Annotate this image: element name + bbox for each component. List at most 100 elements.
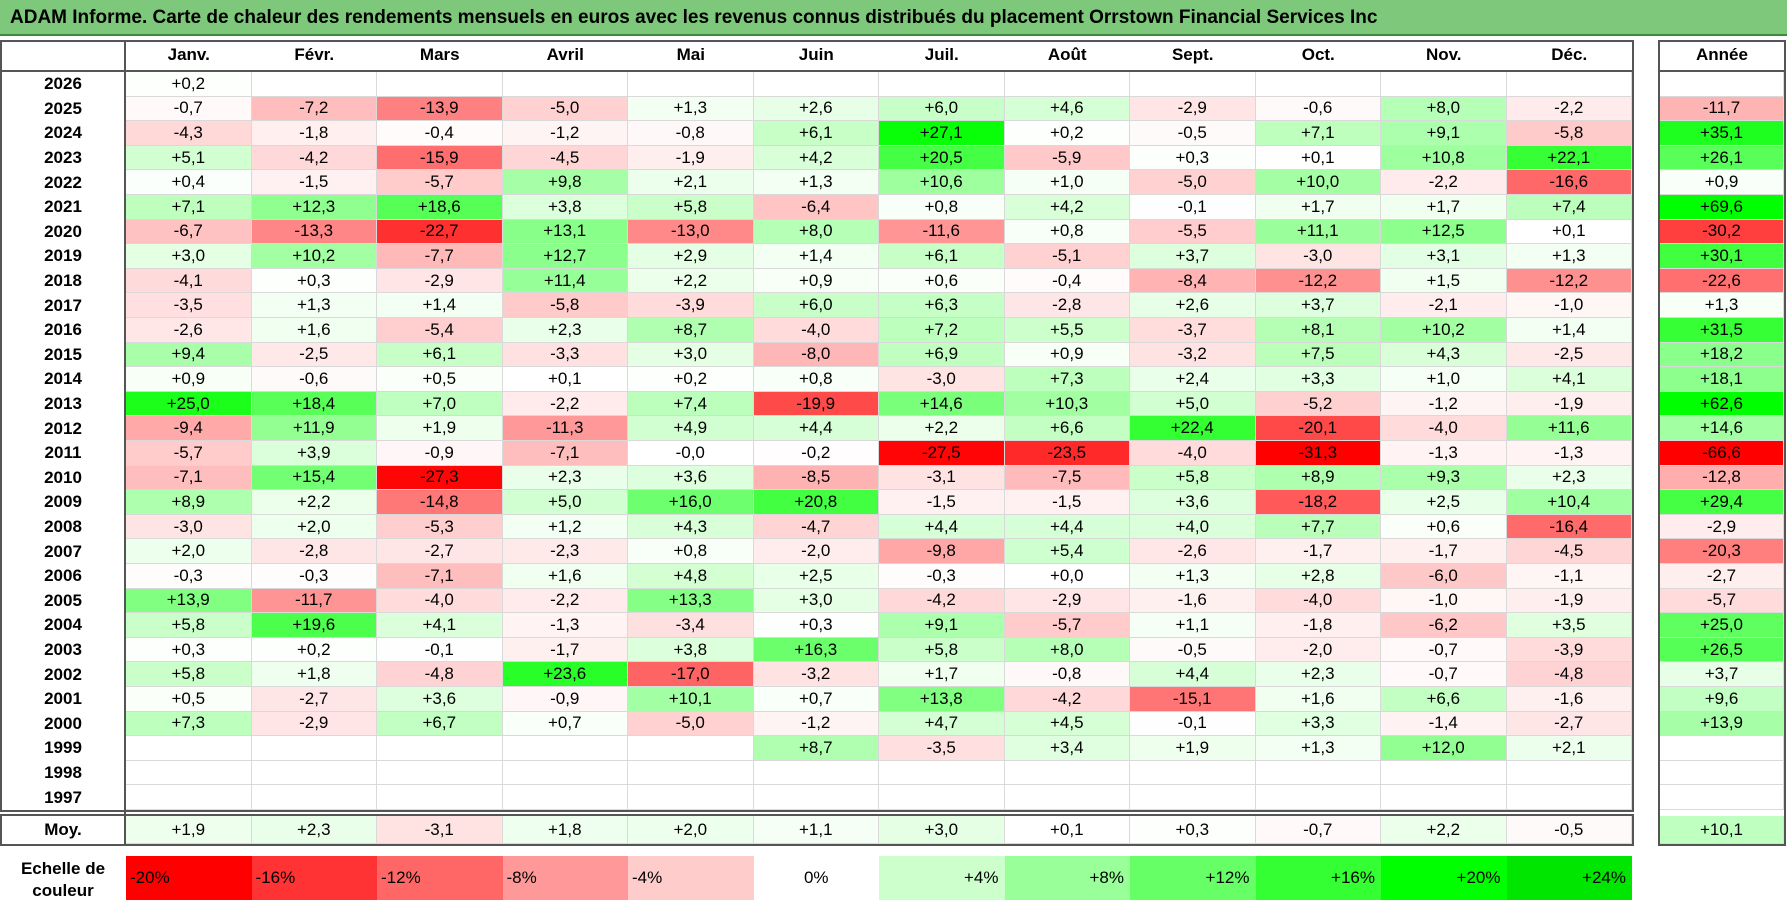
annual-cell: +9,6: [1660, 687, 1784, 712]
color-scale-swatch: +16%: [1255, 856, 1381, 900]
color-scale-label-line2: couleur: [32, 881, 94, 900]
heatmap-cell: +3,6: [628, 465, 754, 491]
heatmap-cell: -0,9: [502, 687, 628, 712]
heatmap-cell: +0,4: [126, 170, 252, 195]
heatmap-cell: +1,3: [1130, 564, 1256, 589]
heatmap-cell: [1381, 760, 1507, 786]
heatmap-cell: -0,5: [1130, 121, 1256, 146]
heatmap-cell: +1,6: [502, 564, 628, 589]
heatmap-cell: +4,3: [628, 514, 754, 540]
year-label: 2020: [44, 221, 82, 241]
average-cell: +1,9: [126, 816, 252, 844]
heatmap-cell: +5,4: [1004, 539, 1130, 564]
color-scale-swatch: -16%: [251, 856, 377, 900]
year-label: 2022: [44, 172, 82, 192]
heatmap-cell: +8,7: [753, 736, 879, 761]
heatmap-cell: +5,5: [1004, 318, 1130, 343]
heatmap-cell: [628, 760, 754, 786]
heatmap-cell: +4,8: [628, 564, 754, 589]
year-label: 1997: [44, 787, 82, 807]
month-header: Mai: [676, 45, 705, 64]
annual-cell: +30,1: [1660, 244, 1784, 269]
heatmap-cell: +4,5: [1004, 711, 1130, 737]
year-label: 2012: [44, 418, 82, 438]
heatmap-cell: +8,9: [1255, 465, 1381, 491]
heatmap-cell: +2,6: [753, 96, 879, 122]
heatmap-cell: -8,0: [753, 342, 879, 368]
heatmap-cell: +6,1: [753, 121, 879, 146]
heatmap-cell: -5,9: [1004, 145, 1130, 171]
heatmap-cell: -0,1: [1130, 195, 1256, 220]
heatmap-cell: -1,9: [1506, 588, 1632, 614]
heatmap-cell: -22,7: [377, 219, 503, 245]
average-cell: +2,2: [1381, 816, 1507, 844]
heatmap-cell: +3,3: [1255, 367, 1381, 392]
heatmap-cell: +2,3: [502, 465, 628, 491]
heatmap-cell: -3,2: [1130, 342, 1256, 368]
heatmap-cell: [1130, 760, 1256, 786]
heatmap-cell: -2,8: [251, 539, 377, 564]
heatmap-cell: +4,1: [1506, 367, 1632, 392]
average-label: Moy.: [44, 820, 82, 839]
heatmap-cell: -4,8: [377, 662, 503, 687]
heatmap-cell: +9,1: [879, 613, 1005, 638]
heatmap-cell: -1,5: [251, 170, 377, 195]
annual-cell: +31,5: [1660, 318, 1784, 343]
heatmap-cell: -3,1: [879, 465, 1005, 491]
annual-cell: -2,9: [1660, 514, 1784, 540]
heatmap-cell: +16,3: [753, 637, 879, 663]
month-header: Juin: [798, 45, 834, 64]
heatmap-cell: +7,1: [1255, 121, 1381, 146]
heatmap-cell: +18,4: [251, 391, 377, 417]
heatmap-cell: +11,1: [1255, 219, 1381, 245]
heatmap-cell: +5,0: [502, 490, 628, 515]
heatmap-cell: +2,6: [1130, 293, 1256, 318]
year-label: 2019: [44, 246, 82, 266]
heatmap-cell: -0,8: [628, 121, 754, 146]
heatmap-cell: +11,9: [251, 416, 377, 441]
heatmap-cell: -1,8: [251, 121, 377, 146]
heatmap-cell: -0,7: [1381, 662, 1507, 687]
annual-cell: [1660, 736, 1784, 761]
heatmap-cell: -0,4: [377, 121, 503, 146]
heatmap-cell: -2,9: [1130, 96, 1256, 122]
heatmap-cell: -18,2: [1255, 490, 1381, 515]
heatmap-cell: +0,2: [251, 637, 377, 663]
heatmap-cell: [126, 760, 252, 786]
heatmap-cell: -2,7: [1506, 711, 1632, 737]
heatmap-cell: +3,6: [377, 687, 503, 712]
heatmap-cell: [628, 72, 754, 97]
heatmap-cell: +25,0: [126, 391, 252, 417]
heatmap-cell: +4,2: [753, 145, 879, 171]
heatmap-cell: +0,8: [1004, 219, 1130, 245]
heatmap-cell: +0,7: [753, 687, 879, 712]
heatmap-cell: +8,1: [1255, 318, 1381, 343]
heatmap-cell: +0,7: [502, 711, 628, 737]
heatmap-cell: -23,5: [1004, 441, 1130, 466]
heatmap-cell: [251, 760, 377, 786]
average-cell: +2,3: [251, 816, 377, 844]
heatmap-cell: -2,7: [377, 539, 503, 564]
heatmap-cell: [628, 736, 754, 761]
heatmap-cell: +3,7: [1130, 244, 1256, 269]
heatmap-cell: +10,6: [879, 170, 1005, 195]
heatmap-cell: +1,5: [1381, 268, 1507, 294]
color-scale-swatch: -20%: [126, 856, 252, 900]
heatmap-cell: -1,2: [1381, 391, 1507, 417]
average-cell: +2,0: [628, 816, 754, 844]
heatmap-cell: +0,2: [628, 367, 754, 392]
heatmap-cell: +8,0: [1381, 96, 1507, 122]
heatmap-cell: -5,5: [1130, 219, 1256, 245]
heatmap-cell: -2,0: [753, 539, 879, 564]
heatmap-cell: -3,2: [753, 662, 879, 687]
heatmap-cell: -6,7: [126, 219, 252, 245]
heatmap-cell: +9,3: [1381, 465, 1507, 491]
heatmap-cell: -11,3: [502, 416, 628, 441]
month-header: Août: [1047, 45, 1087, 64]
heatmap-cell: +5,0: [1130, 391, 1256, 417]
heatmap-cell: [1004, 785, 1130, 810]
heatmap-cell: +1,4: [377, 293, 503, 318]
color-scale-swatch: +20%: [1381, 856, 1507, 900]
heatmap-cell: -1,9: [628, 145, 754, 171]
heatmap-cell: -2,9: [1004, 588, 1130, 614]
